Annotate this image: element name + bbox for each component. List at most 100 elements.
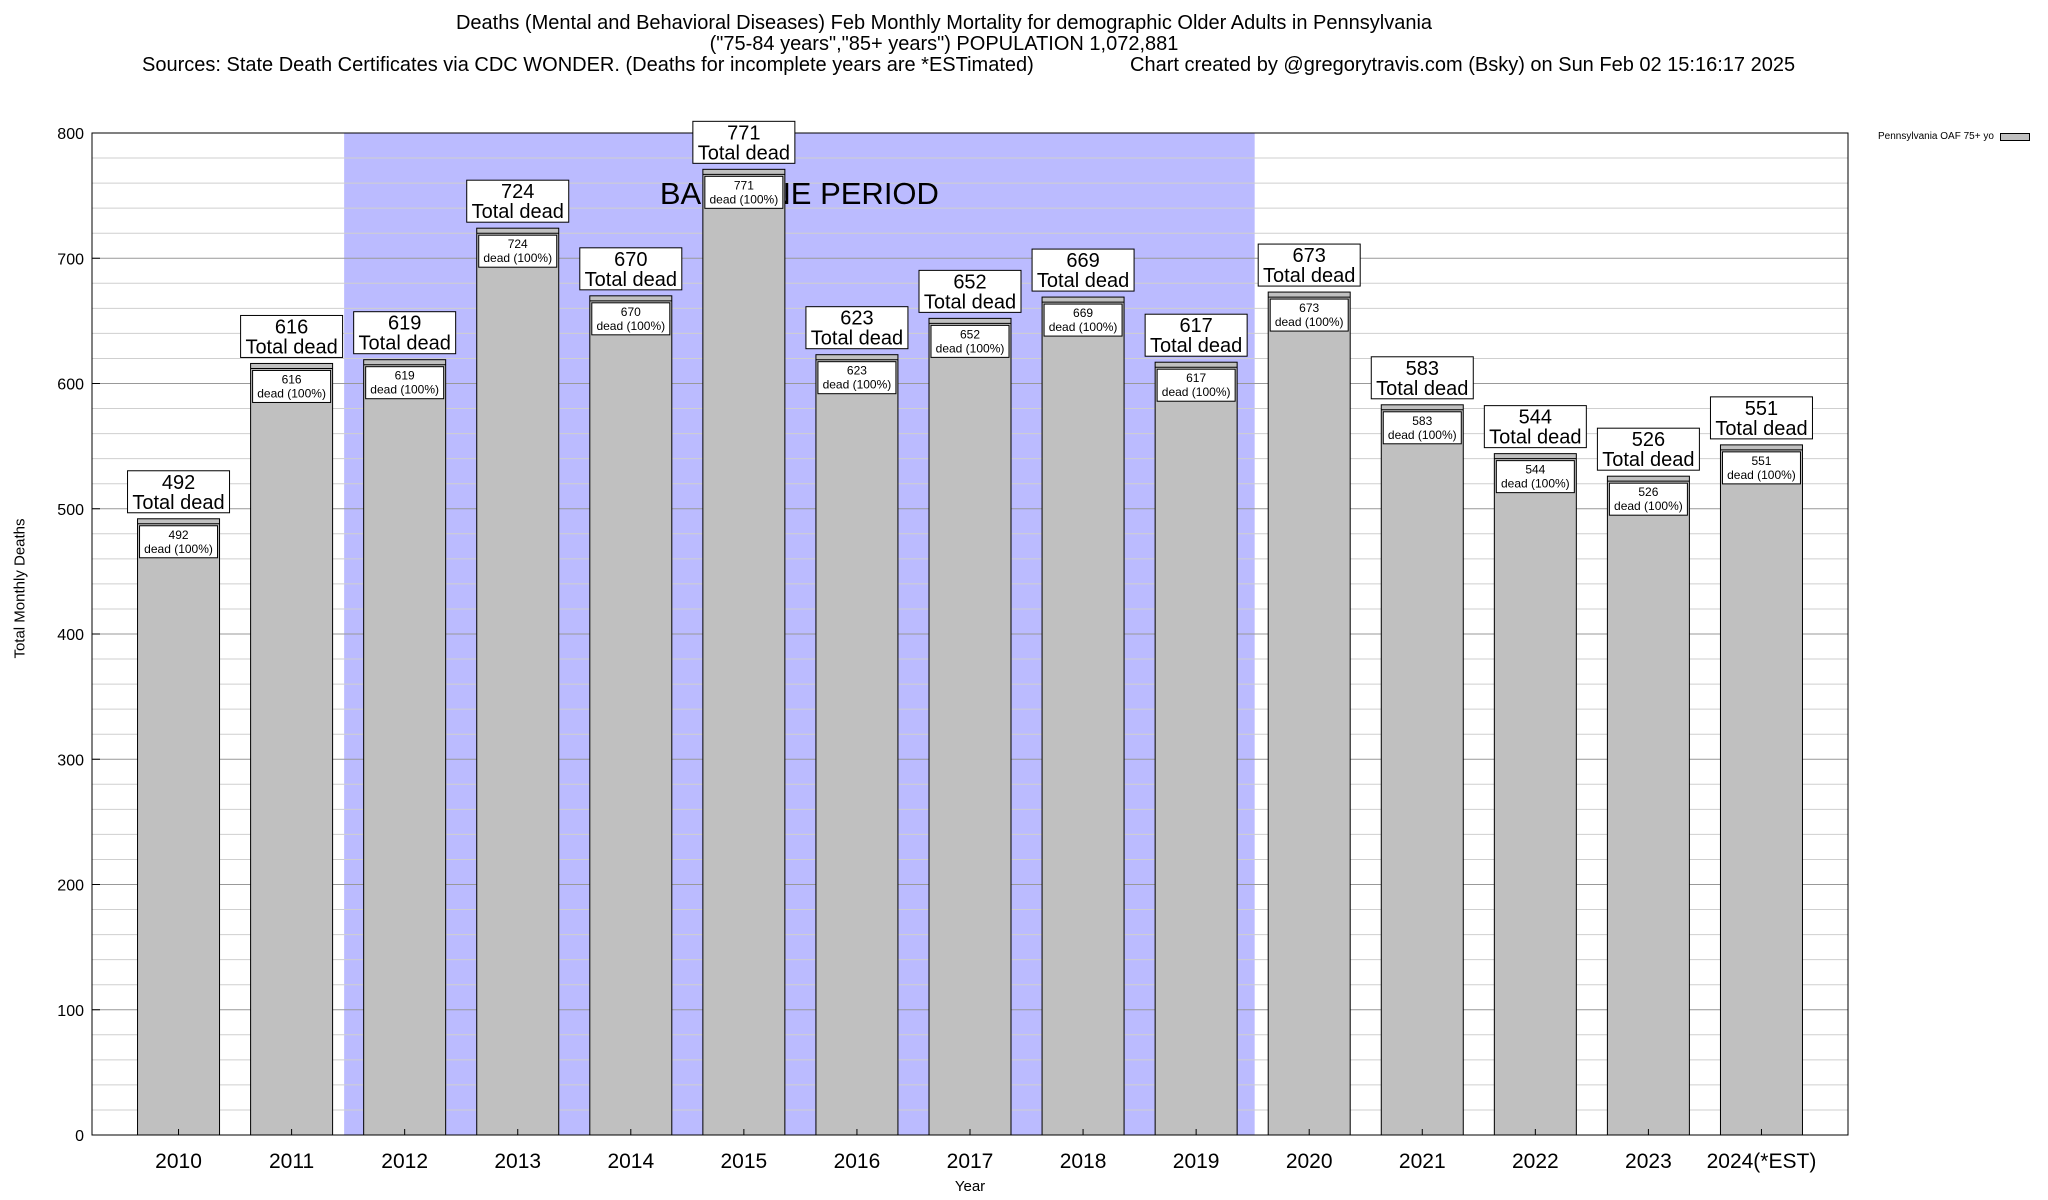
y-tick-label: 100	[57, 1003, 84, 1020]
chart-title: Deaths (Mental and Behavioral Diseases) …	[455, 12, 1433, 34]
total-value-label: 551	[1745, 398, 1778, 420]
total-value-label: 669	[1066, 250, 1099, 272]
total-text-label: Total dead	[1489, 427, 1581, 449]
total-label-box	[805, 306, 909, 350]
total-text-label: Total dead	[1602, 449, 1694, 471]
bar-inner-label-box	[1495, 460, 1575, 494]
total-value-label: 771	[727, 122, 760, 144]
bar-inner-pct: dead (100%)	[1275, 315, 1344, 329]
bar	[702, 168, 786, 1136]
bar-inner-pct: dead (100%)	[1727, 468, 1796, 482]
x-tick-label: 2022	[1512, 1150, 1559, 1173]
total-value-label: 617	[1179, 315, 1212, 337]
total-text-label: Total dead	[245, 336, 337, 358]
x-tick-label: 2014	[607, 1150, 654, 1173]
total-text-label: Total dead	[1715, 418, 1807, 440]
bar-inner-value: 771	[734, 178, 754, 192]
bar-inner-value: 492	[169, 528, 189, 542]
total-value-label: 583	[1406, 358, 1439, 380]
bar	[363, 359, 447, 1136]
y-tick-label: 600	[57, 377, 84, 394]
bar-inner-value: 583	[1412, 414, 1432, 428]
y-tick-label: 300	[57, 752, 84, 769]
bar	[1380, 404, 1464, 1136]
chart-sources: Sources: State Death Certificates via CD…	[142, 54, 1034, 76]
bar-inner-value: 623	[847, 364, 867, 378]
total-text-label: Total dead	[924, 291, 1016, 313]
bar	[1154, 361, 1238, 1136]
bar-inner-label-box	[1608, 482, 1688, 516]
bar-inner-pct: dead (100%)	[710, 192, 779, 206]
total-label-box	[240, 314, 344, 358]
y-tick-label: 700	[57, 251, 84, 268]
bar-inner-label-box	[139, 525, 219, 559]
bar-inner-value: 673	[1299, 301, 1319, 315]
bar-inner-pct: dead (100%)	[936, 341, 1005, 355]
bar-inner-label-box	[1721, 451, 1801, 485]
y-tick-label: 400	[57, 627, 84, 644]
x-tick-label: 2024(*EST)	[1707, 1150, 1817, 1173]
bar	[589, 295, 673, 1136]
total-label-box	[1596, 427, 1700, 471]
bar-inner-value: 669	[1073, 306, 1093, 320]
total-value-label: 619	[388, 313, 421, 335]
bar-inner-label-box	[478, 234, 558, 268]
bar-inner-label-box	[365, 366, 445, 400]
bar-inner-label-box	[252, 369, 332, 403]
bar-inner-label-box	[1382, 411, 1462, 445]
bar	[1041, 296, 1125, 1136]
total-text-label: Total dead	[811, 328, 903, 350]
total-text-label: Total dead	[1376, 378, 1468, 400]
total-label-box	[1709, 396, 1813, 440]
total-label-box	[1144, 313, 1248, 357]
bar-inner-pct: dead (100%)	[823, 378, 892, 392]
bar-inner-value: 670	[621, 305, 641, 319]
x-tick-label: 2016	[834, 1150, 881, 1173]
total-label-box	[918, 269, 1022, 313]
bar-inner-value: 526	[1638, 485, 1658, 499]
x-tick-label: 2017	[947, 1150, 994, 1173]
x-tick-label: 2010	[155, 1150, 202, 1173]
x-tick-label: 2018	[1060, 1150, 1107, 1173]
bar-inner-pct: dead (100%)	[1162, 385, 1231, 399]
bar-inner-label-box	[1043, 303, 1123, 337]
chart-credit: Chart created by @gregorytravis.com (Bsk…	[1130, 54, 1796, 76]
total-label-box	[127, 470, 231, 514]
total-text-label: Total dead	[1263, 265, 1355, 287]
total-label-box	[579, 247, 683, 291]
total-value-label: 544	[1519, 407, 1552, 429]
bar-inner-pct: dead (100%)	[370, 383, 439, 397]
legend-swatch	[1999, 132, 2030, 141]
total-value-label: 673	[1293, 245, 1326, 267]
total-label-box	[466, 179, 570, 223]
total-value-label: 724	[501, 181, 534, 203]
total-label-box	[1370, 356, 1474, 400]
bar-inner-pct: dead (100%)	[1049, 320, 1118, 334]
bar-inner-label-box	[817, 361, 897, 395]
bar-inner-value: 616	[282, 372, 302, 386]
bar	[137, 518, 221, 1136]
bar-inner-pct: dead (100%)	[1614, 499, 1683, 513]
total-text-label: Total dead	[359, 333, 451, 355]
y-axis-label: Total Monthly Deaths	[11, 518, 29, 659]
x-tick-label: 2015	[721, 1150, 768, 1173]
x-tick-label: 2013	[494, 1150, 541, 1173]
total-text-label: Total dead	[132, 492, 224, 514]
x-tick-label: 2023	[1625, 1150, 1672, 1173]
bar-inner-value: 724	[508, 237, 528, 251]
bar-inner-label-box	[704, 175, 784, 209]
bar	[1606, 475, 1690, 1136]
y-tick-label: 200	[57, 878, 84, 895]
total-text-label: Total dead	[698, 142, 790, 164]
bar	[928, 317, 1012, 1136]
bar-inner-value: 617	[1186, 371, 1206, 385]
bar-inner-value: 652	[960, 327, 980, 341]
bar-inner-value: 619	[395, 369, 415, 383]
total-value-label: 670	[614, 249, 647, 271]
bar-inner-value: 544	[1525, 463, 1545, 477]
bar-inner-pct: dead (100%)	[257, 386, 326, 400]
x-axis-label: Year	[954, 1178, 986, 1195]
total-label-box	[692, 120, 796, 164]
total-value-label: 616	[275, 316, 308, 338]
